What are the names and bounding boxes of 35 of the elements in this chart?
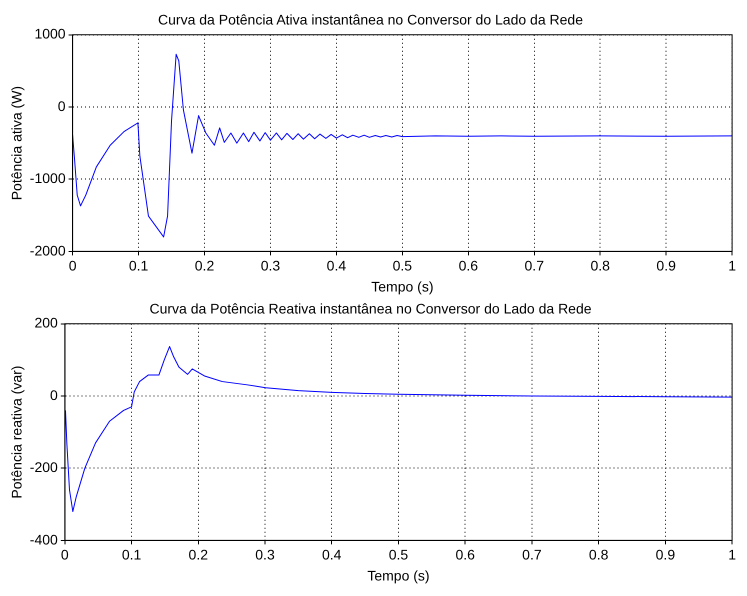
y-tick-label: 0 bbox=[50, 386, 58, 403]
x-tick-label: 0.7 bbox=[524, 258, 544, 274]
y-tick-label: 1000 bbox=[34, 26, 66, 42]
x-tick-label: 1 bbox=[728, 258, 736, 274]
x-tick-label: 0.3 bbox=[255, 546, 275, 563]
x-tick-label: 0.1 bbox=[128, 258, 148, 274]
x-tick-label: 0.7 bbox=[522, 546, 542, 563]
y-tick-label: -1000 bbox=[30, 170, 66, 186]
x-tick-label: 0.9 bbox=[656, 258, 676, 274]
x-tick-label: 0.5 bbox=[388, 546, 408, 563]
x-tick-label: 0.6 bbox=[455, 546, 476, 563]
y-axis-title: Potência ativa (W) bbox=[8, 86, 24, 200]
y-tick-label: 200 bbox=[34, 314, 58, 331]
x-axis-title: Tempo (s) bbox=[371, 278, 434, 294]
x-tick-label: 0.9 bbox=[656, 546, 676, 563]
x-tick-label: 0.5 bbox=[392, 258, 412, 274]
y-tick-label: 0 bbox=[58, 98, 66, 114]
x-tick-label: 1 bbox=[728, 546, 736, 563]
x-tick-label: 0.4 bbox=[326, 258, 346, 274]
x-tick-label: 0.6 bbox=[458, 258, 478, 274]
y-tick-label: -200 bbox=[30, 459, 58, 476]
chart-title: Curva da Potência Ativa instantânea no Conversor do Lado da Rede bbox=[158, 11, 584, 28]
x-axis-title: Tempo (s) bbox=[367, 567, 430, 584]
chart-title: Curva da Potência Reativa instantânea no Conversor do Lado da Rede bbox=[149, 300, 592, 316]
x-tick-label: 0.8 bbox=[588, 546, 609, 563]
y-tick-label: -400 bbox=[30, 531, 58, 548]
x-tick-label: 0.8 bbox=[590, 258, 610, 274]
x-tick-label: 0 bbox=[68, 258, 77, 274]
y-tick-label: -2000 bbox=[30, 242, 66, 258]
y-axis-title: Potência reativa (var) bbox=[8, 366, 24, 499]
x-tick-label: 0.1 bbox=[122, 546, 142, 563]
x-tick-label: 0.2 bbox=[188, 546, 208, 563]
x-tick-label: 0.2 bbox=[194, 258, 214, 274]
x-tick-label: 0.4 bbox=[322, 546, 342, 563]
x-tick-label: 0.3 bbox=[260, 258, 280, 274]
